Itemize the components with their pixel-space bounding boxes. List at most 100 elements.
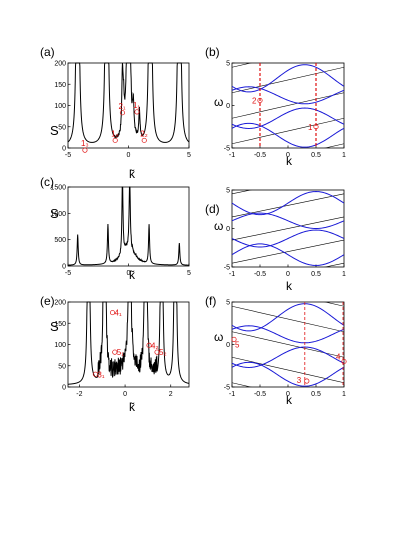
- x-tick-label: 1: [342, 152, 346, 159]
- dispersion-line: [232, 16, 344, 42]
- panel-label-a: (a): [40, 45, 55, 59]
- y-tick-label: 0: [226, 103, 230, 110]
- y-tick-label: 50: [58, 124, 66, 131]
- x-tick-label: 1: [342, 391, 346, 398]
- panel-label-c: (c): [40, 175, 54, 189]
- band-curve: [232, 64, 344, 93]
- xlabel-f: k: [286, 393, 293, 407]
- y-tick-label: 0: [226, 226, 230, 233]
- peak-label: 2₂: [140, 129, 148, 138]
- peak-label: 3₁: [97, 370, 104, 379]
- axes-frame: [67, 62, 190, 149]
- peak-marker: [146, 342, 152, 348]
- x-tick-label: 5: [187, 152, 191, 159]
- ylabel-c: S: [50, 206, 59, 221]
- ylabel-b: ω: [214, 95, 223, 109]
- x-tick-label: -1: [229, 391, 235, 398]
- xlabel-c: k̃: [129, 268, 136, 282]
- x-tick-label: -0.5: [254, 152, 266, 159]
- x-tick-label: -2: [76, 391, 82, 398]
- peak-marker: [112, 137, 118, 143]
- y-tick-label: -5: [224, 146, 230, 153]
- y-tick-label: 0: [62, 146, 66, 153]
- crossing-label: 5: [235, 340, 240, 349]
- x-tick-label: -1: [229, 271, 235, 278]
- peak-label: 1₁: [133, 101, 140, 110]
- x-tick-label: 0.5: [311, 271, 321, 278]
- band-curve: [232, 191, 344, 216]
- y-tick-label: -5: [224, 265, 230, 272]
- band-curve: [232, 243, 344, 266]
- ylabel-d: ω: [214, 219, 223, 233]
- peak-marker: [92, 371, 98, 377]
- band-curve: [232, 346, 344, 368]
- peak-label: 5₁: [117, 348, 124, 357]
- x-tick-label: 0: [286, 152, 290, 159]
- x-tick-label: -0.5: [254, 391, 266, 398]
- band-area: [232, 302, 344, 434]
- ylabel-e: S: [50, 319, 59, 334]
- y-tick-label: 5: [226, 61, 230, 68]
- y-tick-label: 150: [54, 82, 66, 89]
- dispersion-line: [323, 262, 344, 267]
- y-tick-label: 500: [54, 237, 66, 244]
- xlabel-d: k: [286, 279, 293, 293]
- crossing-label: 4: [336, 353, 341, 362]
- peak-label: 4₁: [115, 309, 122, 318]
- panel-label-d: (d): [205, 202, 220, 216]
- x-tick-label: 2: [169, 391, 173, 398]
- spectrum-line: [67, 62, 190, 143]
- y-tick-label: 200: [54, 61, 66, 68]
- peak-marker: [134, 109, 140, 115]
- ylabel-a: S: [50, 123, 59, 138]
- crossing-marker: [304, 378, 310, 384]
- y-tick-label: 150: [54, 321, 66, 328]
- dispersion-line: [232, 63, 253, 68]
- band-curve: [232, 86, 344, 105]
- dispersion-line: [232, 193, 344, 218]
- peak-label: 1₃: [81, 139, 89, 148]
- y-tick-label: 0: [62, 264, 66, 271]
- y-tick-label: 100: [54, 342, 66, 349]
- xlabel-b: k: [286, 154, 293, 168]
- ylabel-f: ω: [214, 330, 223, 344]
- x-tick-label: 0.5: [311, 391, 321, 398]
- y-tick-label: 200: [54, 300, 66, 307]
- y-tick-label: -5: [224, 385, 230, 392]
- crossing-marker: [231, 336, 237, 342]
- peak-marker: [109, 310, 116, 316]
- crossing-marker: [313, 124, 319, 130]
- dispersion-line: [232, 408, 344, 434]
- xlabel-a: k̃: [129, 167, 136, 181]
- peak-label: 5₂: [159, 348, 167, 357]
- x-tick-label: 0: [127, 152, 131, 159]
- crossing-label: 2: [252, 96, 257, 105]
- x-tick-label: 0: [286, 391, 290, 398]
- crossing-marker: [341, 358, 347, 365]
- peak-label: 1₂: [111, 129, 119, 138]
- x-tick-label: -5: [65, 270, 71, 277]
- dispersion-line: [232, 66, 344, 94]
- panel-d: (d) ω k -1 -0.5 0 0.5 1 -5 0 5: [205, 188, 346, 294]
- band-curve: [232, 107, 344, 129]
- y-tick-label: 100: [54, 103, 66, 110]
- dispersion-line: [232, 169, 344, 195]
- dispersion-line: [232, 117, 344, 145]
- y-tick-label: 5: [226, 188, 230, 195]
- xlabel-e: k̃: [129, 400, 136, 414]
- band-curve: [232, 325, 344, 344]
- peak-marker: [82, 147, 88, 153]
- x-tick-label: 0: [123, 391, 127, 398]
- dispersion-line: [232, 92, 344, 119]
- peak-marker: [154, 349, 160, 355]
- x-tick-label: -5: [65, 152, 71, 159]
- dispersion-line: [232, 331, 344, 358]
- x-tick-label: 0.5: [311, 152, 321, 159]
- spectrum-line: [67, 186, 190, 266]
- crossing-label: 1: [308, 123, 313, 132]
- y-tick-label: 1000: [50, 211, 66, 218]
